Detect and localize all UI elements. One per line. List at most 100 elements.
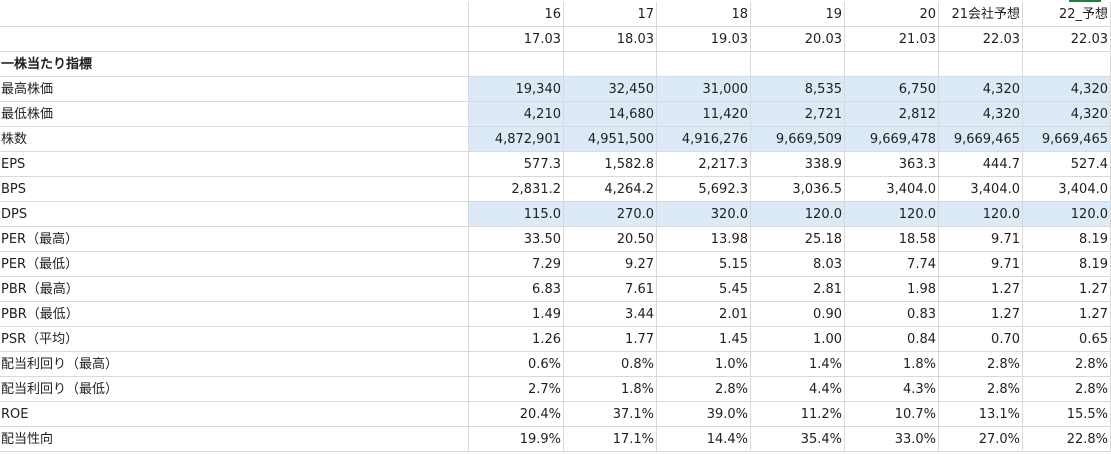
column-header-period[interactable]: 18 — [657, 2, 751, 27]
value-cell[interactable]: 1.00 — [751, 327, 845, 352]
value-cell[interactable]: 9.71 — [939, 252, 1023, 277]
value-cell[interactable]: 4,872,901 — [469, 127, 564, 152]
value-cell[interactable]: 1.27 — [1023, 277, 1111, 302]
value-cell[interactable]: 0.8% — [564, 352, 657, 377]
value-cell[interactable]: 5,692.3 — [657, 177, 751, 202]
value-cell[interactable]: 31,000 — [657, 77, 751, 102]
row-label[interactable]: EPS — [0, 152, 469, 177]
value-cell[interactable]: 4,320 — [1023, 77, 1111, 102]
row-label[interactable]: 配当性向 — [0, 427, 469, 452]
value-cell[interactable]: 1,582.8 — [564, 152, 657, 177]
column-header-period[interactable]: 20 — [845, 2, 939, 27]
column-header-period[interactable]: 19 — [751, 2, 845, 27]
value-cell[interactable]: 1.98 — [845, 277, 939, 302]
value-cell[interactable]: 4,916,276 — [657, 127, 751, 152]
blank-cell[interactable] — [469, 52, 564, 77]
value-cell[interactable]: 0.90 — [751, 302, 845, 327]
value-cell[interactable]: 27.0% — [939, 427, 1023, 452]
row-label[interactable]: PSR（平均） — [0, 327, 469, 352]
value-cell[interactable]: 32,450 — [564, 77, 657, 102]
value-cell[interactable]: 9,669,478 — [845, 127, 939, 152]
value-cell[interactable]: 3,404.0 — [1023, 177, 1111, 202]
value-cell[interactable]: 1.27 — [939, 277, 1023, 302]
blank-cell[interactable] — [657, 52, 751, 77]
value-cell[interactable]: 35.4% — [751, 427, 845, 452]
value-cell[interactable]: 5.15 — [657, 252, 751, 277]
value-cell[interactable]: 14.4% — [657, 427, 751, 452]
value-cell[interactable]: 11.2% — [751, 402, 845, 427]
row-label[interactable]: PER（最低） — [0, 252, 469, 277]
value-cell[interactable]: 115.0 — [469, 202, 564, 227]
value-cell[interactable]: 0.70 — [939, 327, 1023, 352]
value-cell[interactable]: 9,669,465 — [939, 127, 1023, 152]
value-cell[interactable]: 0.65 — [1023, 327, 1111, 352]
section-title[interactable]: 一株当たり指標 — [0, 52, 469, 77]
value-cell[interactable]: 4,320 — [939, 77, 1023, 102]
value-cell[interactable]: 6,750 — [845, 77, 939, 102]
blank-cell[interactable] — [564, 52, 657, 77]
value-cell[interactable]: 5.45 — [657, 277, 751, 302]
value-cell[interactable]: 363.3 — [845, 152, 939, 177]
value-cell[interactable]: 2,812 — [845, 102, 939, 127]
value-cell[interactable]: 13.98 — [657, 227, 751, 252]
value-cell[interactable]: 10.7% — [845, 402, 939, 427]
column-header-period[interactable]: 22_予想 — [1023, 2, 1111, 27]
value-cell[interactable]: 1.27 — [1023, 302, 1111, 327]
value-cell[interactable]: 120.0 — [845, 202, 939, 227]
value-cell[interactable]: 8,535 — [751, 77, 845, 102]
value-cell[interactable]: 1.26 — [469, 327, 564, 352]
value-cell[interactable]: 444.7 — [939, 152, 1023, 177]
value-cell[interactable]: 1.0% — [657, 352, 751, 377]
value-cell[interactable]: 2.8% — [939, 352, 1023, 377]
column-header-period[interactable]: 21会社予想 — [939, 2, 1023, 27]
value-cell[interactable]: 7.61 — [564, 277, 657, 302]
value-cell[interactable]: 9,669,509 — [751, 127, 845, 152]
value-cell[interactable]: 3,036.5 — [751, 177, 845, 202]
value-cell[interactable]: 19.9% — [469, 427, 564, 452]
value-cell[interactable]: 19,340 — [469, 77, 564, 102]
row-label[interactable]: 最低株価 — [0, 102, 469, 127]
value-cell[interactable]: 4,320 — [939, 102, 1023, 127]
value-cell[interactable]: 4,320 — [1023, 102, 1111, 127]
value-cell[interactable]: 7.74 — [845, 252, 939, 277]
value-cell[interactable]: 14,680 — [564, 102, 657, 127]
value-cell[interactable]: 577.3 — [469, 152, 564, 177]
row-label[interactable]: PBR（最低） — [0, 302, 469, 327]
value-cell[interactable]: 3,404.0 — [845, 177, 939, 202]
value-cell[interactable]: 1.8% — [564, 377, 657, 402]
value-cell[interactable]: 2.8% — [1023, 352, 1111, 377]
value-cell[interactable]: 9.71 — [939, 227, 1023, 252]
value-cell[interactable]: 33.50 — [469, 227, 564, 252]
row-label[interactable]: 配当利回り（最高） — [0, 352, 469, 377]
value-cell[interactable]: 2.7% — [469, 377, 564, 402]
value-cell[interactable]: 1.4% — [751, 352, 845, 377]
value-cell[interactable]: 39.0% — [657, 402, 751, 427]
value-cell[interactable]: 527.4 — [1023, 152, 1111, 177]
value-cell[interactable]: 33.0% — [845, 427, 939, 452]
column-header-fiscal-year[interactable]: 18.03 — [564, 27, 657, 52]
value-cell[interactable]: 0.84 — [845, 327, 939, 352]
value-cell[interactable]: 8.03 — [751, 252, 845, 277]
blank-cell[interactable] — [1023, 52, 1111, 77]
value-cell[interactable]: 7.29 — [469, 252, 564, 277]
value-cell[interactable]: 2.01 — [657, 302, 751, 327]
value-cell[interactable]: 4.3% — [845, 377, 939, 402]
value-cell[interactable]: 120.0 — [751, 202, 845, 227]
blank-cell[interactable] — [845, 52, 939, 77]
blank-cell[interactable] — [939, 52, 1023, 77]
value-cell[interactable]: 1.27 — [939, 302, 1023, 327]
column-header-fiscal-year[interactable]: 19.03 — [657, 27, 751, 52]
value-cell[interactable]: 13.1% — [939, 402, 1023, 427]
column-header-period[interactable]: 16 — [469, 2, 564, 27]
value-cell[interactable]: 0.6% — [469, 352, 564, 377]
value-cell[interactable]: 4,264.2 — [564, 177, 657, 202]
column-header-fiscal-year[interactable]: 17.03 — [469, 27, 564, 52]
row-label[interactable]: PER（最高） — [0, 227, 469, 252]
row-label[interactable]: DPS — [0, 202, 469, 227]
row-label[interactable]: ROE — [0, 402, 469, 427]
column-header-fiscal-year[interactable]: 22.03 — [1023, 27, 1111, 52]
value-cell[interactable]: 8.19 — [1023, 252, 1111, 277]
row-label[interactable]: PBR（最高） — [0, 277, 469, 302]
value-cell[interactable]: 1.77 — [564, 327, 657, 352]
value-cell[interactable]: 2.8% — [657, 377, 751, 402]
